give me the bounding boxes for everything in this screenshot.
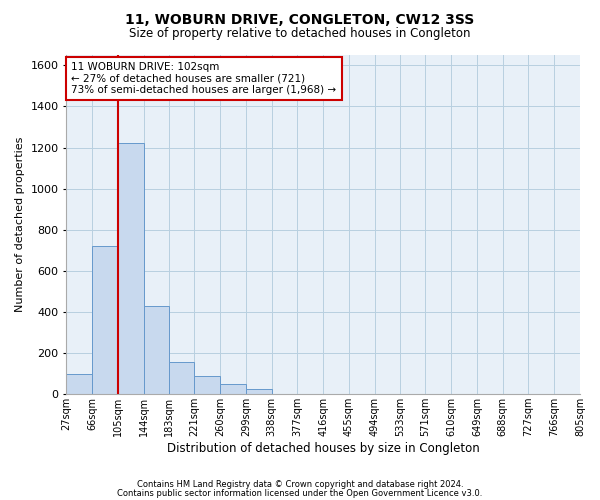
Bar	[194, 376, 220, 394]
X-axis label: Distribution of detached houses by size in Congleton: Distribution of detached houses by size …	[167, 442, 479, 455]
Bar	[67, 374, 92, 394]
Bar	[246, 389, 272, 394]
Text: Size of property relative to detached houses in Congleton: Size of property relative to detached ho…	[129, 28, 471, 40]
Text: 11, WOBURN DRIVE, CONGLETON, CW12 3SS: 11, WOBURN DRIVE, CONGLETON, CW12 3SS	[125, 12, 475, 26]
Text: Contains HM Land Registry data © Crown copyright and database right 2024.: Contains HM Land Registry data © Crown c…	[137, 480, 463, 489]
Bar	[92, 246, 118, 394]
Y-axis label: Number of detached properties: Number of detached properties	[15, 137, 25, 312]
Bar	[220, 384, 246, 394]
Bar	[169, 362, 194, 394]
Text: Contains public sector information licensed under the Open Government Licence v3: Contains public sector information licen…	[118, 488, 482, 498]
Bar	[143, 306, 169, 394]
Bar	[118, 144, 143, 394]
Text: 11 WOBURN DRIVE: 102sqm
← 27% of detached houses are smaller (721)
73% of semi-d: 11 WOBURN DRIVE: 102sqm ← 27% of detache…	[71, 62, 337, 95]
